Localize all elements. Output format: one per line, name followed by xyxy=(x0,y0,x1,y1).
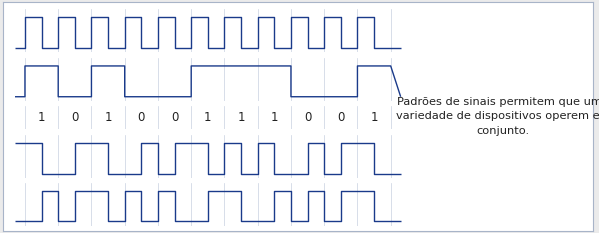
Text: 1: 1 xyxy=(370,111,378,124)
Text: 0: 0 xyxy=(337,111,344,124)
Text: Padrões de sinais permitem que uma
variedade de dispositivos operem em
conjunto.: Padrões de sinais permitem que uma varie… xyxy=(396,97,599,136)
Text: 1: 1 xyxy=(104,111,112,124)
Text: 0: 0 xyxy=(171,111,179,124)
Text: 1: 1 xyxy=(38,111,46,124)
Text: 0: 0 xyxy=(71,111,78,124)
Text: 1: 1 xyxy=(204,111,211,124)
Text: 1: 1 xyxy=(237,111,245,124)
Text: 1: 1 xyxy=(271,111,278,124)
Text: 0: 0 xyxy=(138,111,145,124)
Text: 0: 0 xyxy=(304,111,311,124)
